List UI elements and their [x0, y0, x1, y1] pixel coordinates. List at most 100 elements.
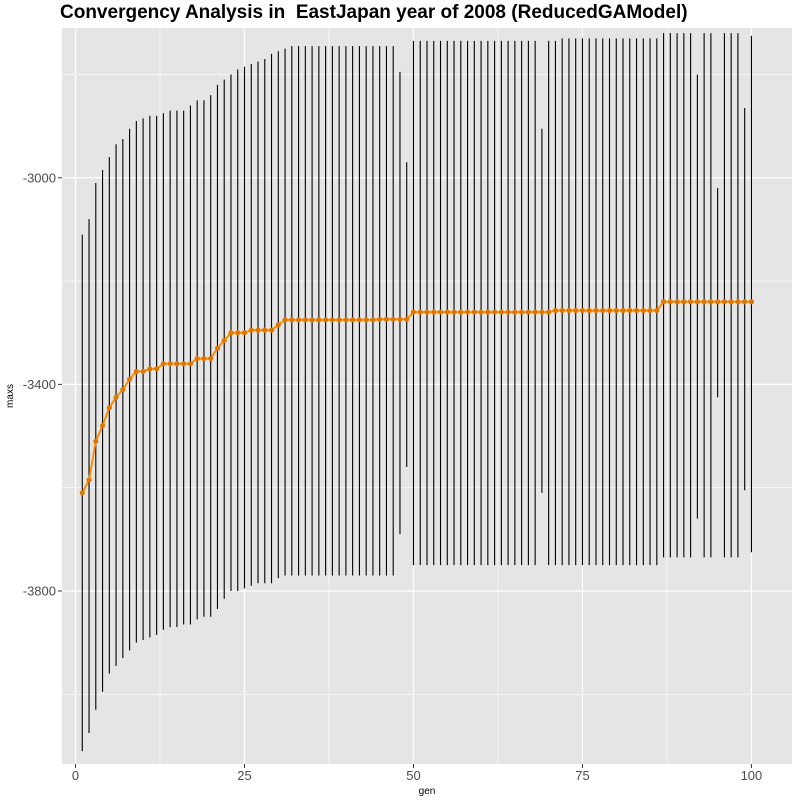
- mean-point: [93, 438, 99, 444]
- mean-point: [323, 317, 329, 323]
- mean-point: [573, 307, 579, 314]
- mean-point: [370, 317, 376, 323]
- mean-point: [167, 361, 173, 367]
- mean-point: [289, 317, 295, 323]
- mean-point: [512, 309, 518, 315]
- mean-points: [79, 299, 755, 496]
- mean-point: [464, 309, 471, 315]
- x-tick-label: 25: [237, 768, 251, 783]
- mean-point: [633, 307, 640, 314]
- chart-title: Convergency Analysis in EastJapan year o…: [60, 2, 688, 23]
- mean-point: [640, 307, 646, 314]
- mean-point: [208, 355, 214, 362]
- mean-point: [309, 317, 315, 323]
- mean-point: [79, 490, 85, 496]
- mean-point: [742, 299, 748, 305]
- mean-point: [485, 309, 491, 315]
- mean-point: [201, 355, 207, 362]
- mean-point: [715, 299, 721, 305]
- mean-point: [302, 317, 308, 323]
- mean-point: [363, 317, 369, 323]
- y-tick-label: -3800: [23, 583, 56, 598]
- mean-point: [221, 337, 227, 344]
- mean-point: [99, 423, 106, 429]
- mean-point: [613, 307, 619, 314]
- mean-point: [336, 317, 342, 323]
- mean-point: [160, 361, 166, 367]
- x-tick-label: 100: [741, 768, 763, 783]
- mean-point: [627, 307, 633, 314]
- mean-point: [187, 361, 194, 367]
- mean-point: [282, 317, 288, 323]
- mean-point: [735, 299, 741, 305]
- mean-point: [552, 307, 559, 314]
- mean-point: [708, 299, 714, 305]
- mean-point: [194, 355, 200, 362]
- mean-point: [390, 316, 396, 322]
- mean-point: [532, 309, 538, 315]
- mean-point: [437, 309, 444, 315]
- mean-point: [262, 327, 268, 333]
- mean-point: [113, 394, 119, 400]
- mean-point: [106, 405, 112, 411]
- mean-point: [505, 309, 511, 315]
- y-tick-label: -3000: [23, 170, 56, 185]
- mean-point: [660, 299, 667, 305]
- mean-point: [431, 309, 437, 315]
- mean-point: [255, 327, 261, 333]
- mean-point: [329, 317, 335, 323]
- mean-point: [688, 299, 694, 305]
- mean-point: [525, 309, 531, 315]
- mean-point: [748, 299, 755, 305]
- range-bars: [81, 33, 752, 752]
- mean-point: [295, 317, 302, 323]
- mean-point: [458, 309, 464, 315]
- mean-point: [235, 330, 241, 336]
- mean-point: [383, 316, 390, 322]
- mean-point: [559, 307, 565, 314]
- mean-point: [498, 309, 504, 315]
- mean-point: [140, 368, 146, 375]
- mean-point: [566, 307, 572, 314]
- mean-point: [268, 327, 275, 333]
- mean-point: [424, 309, 430, 315]
- mean-point: [478, 309, 484, 315]
- mean-point: [404, 316, 410, 322]
- mean-point: [593, 307, 599, 314]
- x-tick-label: 75: [575, 768, 589, 783]
- mean-point: [248, 327, 254, 333]
- mean-point: [674, 299, 680, 305]
- mean-point: [579, 307, 586, 314]
- mean-point: [539, 309, 545, 315]
- mean-point: [417, 309, 423, 315]
- mean-point: [491, 309, 498, 315]
- mean-point: [654, 307, 660, 314]
- mean-point: [275, 322, 281, 328]
- mean-point: [586, 307, 592, 314]
- mean-point: [728, 299, 734, 305]
- mean-point: [519, 309, 525, 315]
- x-tick-label: 0: [72, 768, 79, 783]
- mean-point: [471, 309, 477, 315]
- mean-point: [241, 330, 248, 336]
- x-axis: 0 25 50 75 100: [72, 764, 762, 783]
- mean-point: [174, 361, 180, 367]
- mean-point: [133, 368, 139, 375]
- mean-point: [154, 366, 160, 372]
- mean-point: [397, 316, 403, 322]
- mean-point: [120, 386, 126, 393]
- y-axis-label: maxs: [5, 384, 16, 408]
- x-axis-label: gen: [419, 786, 436, 797]
- mean-point: [377, 316, 383, 322]
- mean-point: [356, 317, 363, 323]
- mean-point: [350, 317, 356, 323]
- mean-series-line: [81, 300, 752, 494]
- mean-point: [410, 309, 417, 315]
- mean-point: [228, 330, 234, 336]
- y-axis: -3000 -3400 -3800: [23, 170, 62, 598]
- mean-line: [81, 300, 752, 494]
- x-tick-label: 50: [406, 768, 420, 783]
- mean-point: [721, 299, 728, 305]
